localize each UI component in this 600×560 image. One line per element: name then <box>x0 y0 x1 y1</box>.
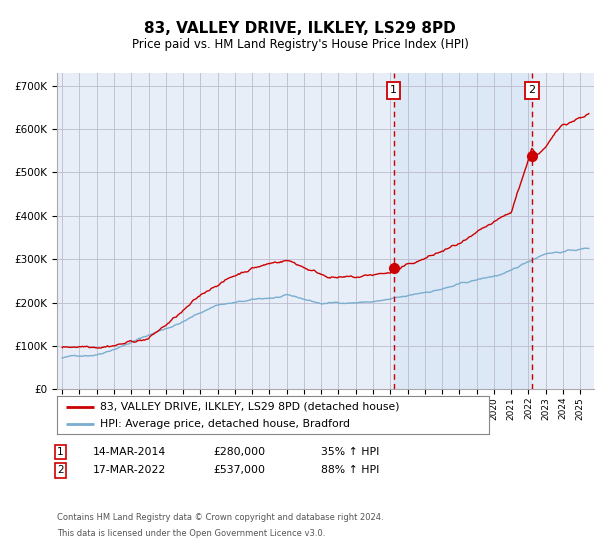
Text: Price paid vs. HM Land Registry's House Price Index (HPI): Price paid vs. HM Land Registry's House … <box>131 38 469 51</box>
Text: £537,000: £537,000 <box>213 465 265 475</box>
Text: 88% ↑ HPI: 88% ↑ HPI <box>321 465 379 475</box>
Text: 14-MAR-2014: 14-MAR-2014 <box>93 447 166 457</box>
Text: 35% ↑ HPI: 35% ↑ HPI <box>321 447 379 457</box>
Text: 83, VALLEY DRIVE, ILKLEY, LS29 8PD (detached house): 83, VALLEY DRIVE, ILKLEY, LS29 8PD (deta… <box>100 402 400 412</box>
Text: 17-MAR-2022: 17-MAR-2022 <box>93 465 166 475</box>
Text: £280,000: £280,000 <box>213 447 265 457</box>
Text: 2: 2 <box>57 465 64 475</box>
Text: 1: 1 <box>390 86 397 95</box>
Text: This data is licensed under the Open Government Licence v3.0.: This data is licensed under the Open Gov… <box>57 529 325 538</box>
Text: HPI: Average price, detached house, Bradford: HPI: Average price, detached house, Brad… <box>100 419 350 430</box>
Text: 1: 1 <box>57 447 64 457</box>
Text: 2: 2 <box>528 86 535 95</box>
Text: Contains HM Land Registry data © Crown copyright and database right 2024.: Contains HM Land Registry data © Crown c… <box>57 513 383 522</box>
Bar <box>394 73 532 389</box>
Text: 83, VALLEY DRIVE, ILKLEY, LS29 8PD: 83, VALLEY DRIVE, ILKLEY, LS29 8PD <box>144 21 456 36</box>
